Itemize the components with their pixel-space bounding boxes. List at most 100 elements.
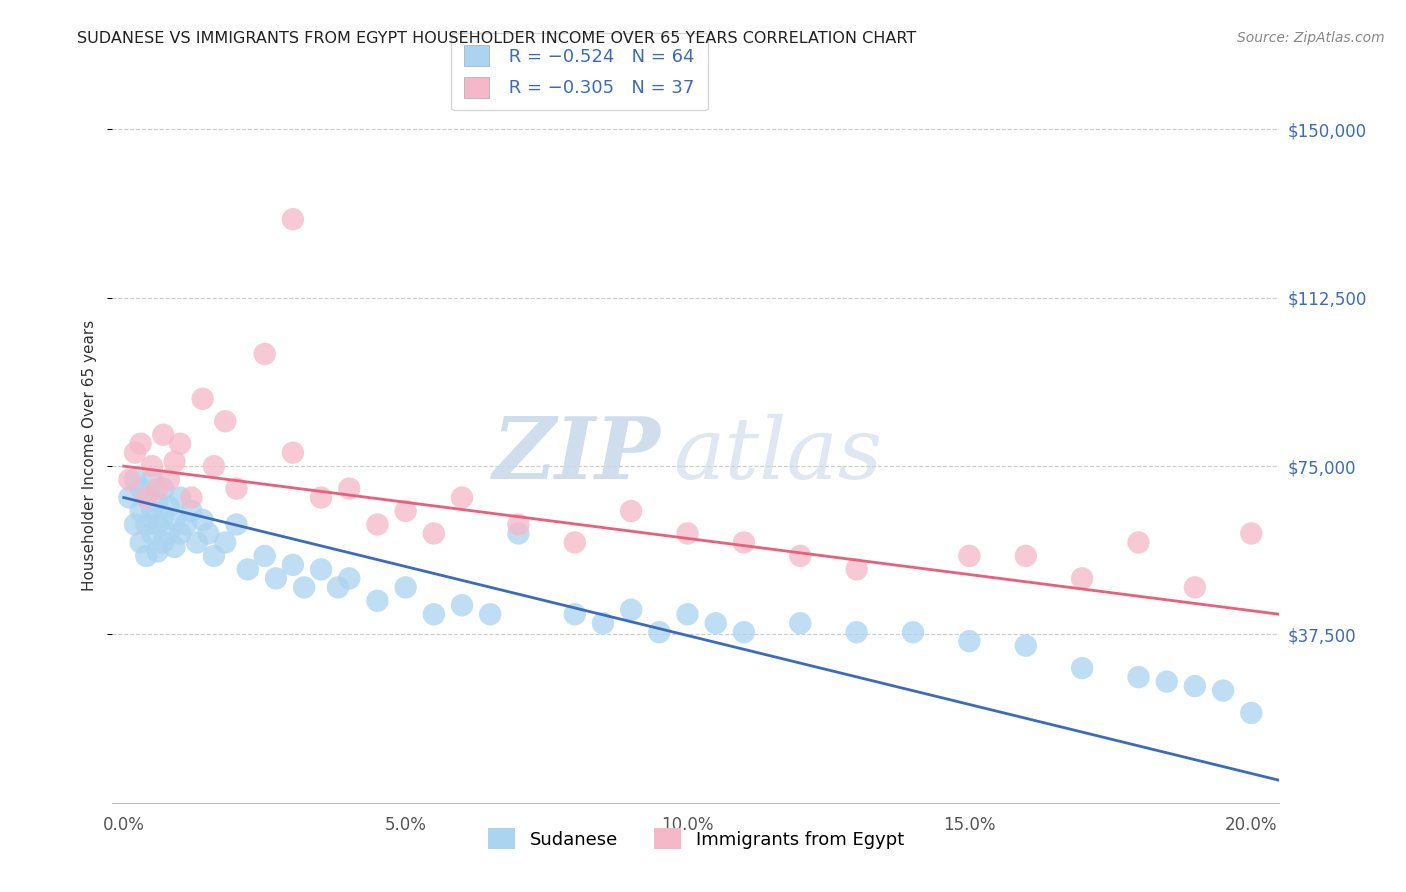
Point	[146, 482, 169, 496]
Point	[1184, 679, 1206, 693]
Point	[157, 473, 180, 487]
Point	[141, 473, 163, 487]
Y-axis label: Householder Income Over 65 years: Householder Income Over 65 years	[82, 319, 97, 591]
Point	[508, 526, 530, 541]
Point	[676, 607, 699, 622]
Point	[957, 634, 980, 648]
Point	[1240, 706, 1263, 720]
Point	[163, 513, 186, 527]
Point	[236, 562, 259, 576]
Point	[186, 535, 208, 549]
Point	[146, 495, 169, 509]
Point	[197, 526, 219, 541]
Point	[118, 473, 141, 487]
Point	[309, 491, 332, 505]
Text: atlas: atlas	[672, 414, 882, 496]
Point	[366, 517, 388, 532]
Point	[479, 607, 502, 622]
Point	[141, 459, 163, 474]
Point	[366, 594, 388, 608]
Point	[124, 517, 146, 532]
Point	[1071, 571, 1094, 585]
Point	[676, 526, 699, 541]
Point	[648, 625, 671, 640]
Point	[1015, 549, 1038, 563]
Point	[957, 549, 980, 563]
Point	[326, 580, 349, 594]
Point	[1240, 526, 1263, 541]
Point	[592, 616, 614, 631]
Point	[169, 436, 191, 450]
Point	[901, 625, 924, 640]
Point	[1128, 535, 1150, 549]
Point	[129, 504, 152, 518]
Point	[292, 580, 315, 594]
Point	[129, 436, 152, 450]
Point	[214, 535, 236, 549]
Point	[1184, 580, 1206, 594]
Point	[169, 526, 191, 541]
Point	[1212, 683, 1234, 698]
Point	[135, 491, 157, 505]
Point	[451, 599, 474, 613]
Text: Source: ZipAtlas.com: Source: ZipAtlas.com	[1237, 31, 1385, 45]
Point	[1071, 661, 1094, 675]
Point	[281, 212, 304, 227]
Point	[129, 482, 152, 496]
Point	[163, 540, 186, 554]
Point	[124, 445, 146, 459]
Point	[152, 535, 174, 549]
Point	[214, 414, 236, 428]
Point	[789, 549, 811, 563]
Point	[253, 347, 276, 361]
Point	[620, 603, 643, 617]
Text: SUDANESE VS IMMIGRANTS FROM EGYPT HOUSEHOLDER INCOME OVER 65 YEARS CORRELATION C: SUDANESE VS IMMIGRANTS FROM EGYPT HOUSEH…	[77, 31, 917, 46]
Point	[141, 504, 163, 518]
Point	[1015, 639, 1038, 653]
Point	[146, 517, 169, 532]
Point	[129, 535, 152, 549]
Point	[281, 558, 304, 572]
Point	[146, 544, 169, 558]
Point	[152, 482, 174, 496]
Point	[337, 571, 360, 585]
Legend: Sudanese, Immigrants from Egypt: Sudanese, Immigrants from Egypt	[481, 822, 911, 856]
Point	[845, 562, 868, 576]
Point	[118, 491, 141, 505]
Point	[423, 526, 446, 541]
Point	[423, 607, 446, 622]
Point	[157, 500, 180, 514]
Point	[191, 392, 214, 406]
Point	[163, 455, 186, 469]
Point	[789, 616, 811, 631]
Point	[124, 473, 146, 487]
Point	[564, 535, 586, 549]
Point	[620, 504, 643, 518]
Point	[152, 508, 174, 523]
Point	[1128, 670, 1150, 684]
Point	[395, 504, 418, 518]
Point	[733, 625, 755, 640]
Point	[281, 445, 304, 459]
Point	[225, 517, 247, 532]
Point	[135, 549, 157, 563]
Point	[225, 482, 247, 496]
Point	[169, 491, 191, 505]
Point	[253, 549, 276, 563]
Point	[135, 491, 157, 505]
Point	[309, 562, 332, 576]
Point	[152, 427, 174, 442]
Point	[845, 625, 868, 640]
Point	[395, 580, 418, 594]
Point	[202, 459, 225, 474]
Point	[1296, 594, 1319, 608]
Point	[704, 616, 727, 631]
Text: ZIP: ZIP	[494, 413, 661, 497]
Point	[135, 517, 157, 532]
Point	[508, 517, 530, 532]
Point	[733, 535, 755, 549]
Point	[157, 526, 180, 541]
Point	[264, 571, 287, 585]
Point	[180, 504, 202, 518]
Point	[180, 491, 202, 505]
